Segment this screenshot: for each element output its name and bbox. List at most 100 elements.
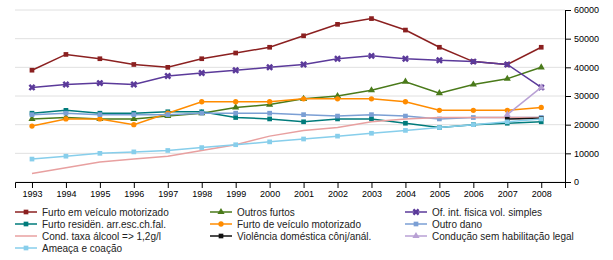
x-tick-label: 1999 [226,189,246,199]
x-tick-mark [236,182,237,188]
series [32,118,541,174]
series [504,83,545,116]
x-tick-mark [270,182,271,188]
legend-item: Furto residën. arr.esc.ch.fal. [15,219,166,230]
legend-label: Furto de veículo motorizado [237,219,361,230]
x-tick-label: 1994 [56,189,76,199]
marks [27,16,547,173]
x-tick: 2001 [294,182,314,199]
marker [233,142,238,147]
marker [335,134,340,139]
x-tick-mark [507,182,508,188]
marker [539,117,544,122]
marker [504,111,511,117]
y-tick-label: 30000 [574,91,599,101]
legend-marker [24,210,29,215]
marker [30,157,35,162]
grid [15,10,565,182]
x-tick: 2000 [260,182,280,199]
x-tick: 1998 [192,182,212,199]
legend-label: Of. int. fisica vol. simples [432,207,542,218]
y-tick: 0 [565,177,579,187]
marker [539,45,544,50]
marker [301,33,306,38]
y-tick: 40000 [565,63,599,73]
y-tick-label: 20000 [574,120,599,130]
legend-label: Furto em veículo motorizado [42,207,169,218]
marker [64,111,69,116]
x-tick: 2003 [362,182,382,199]
legend-marker [24,222,29,227]
legend-item: Furto em veículo motorizado [15,207,169,218]
marker [437,45,442,50]
marker [437,125,442,130]
legend-marker [412,232,419,238]
marker [332,54,342,64]
x-tick-label: 2004 [396,189,416,199]
x-tick: 1994 [56,182,76,199]
marker [131,150,136,155]
x-tick-label: 1998 [192,189,212,199]
y-tick-mark [565,182,571,183]
marker [98,56,103,61]
x-tick: 2006 [464,182,484,199]
marker [369,16,374,21]
y-tick-label: 40000 [574,63,599,73]
legend-label: Outros furtos [237,207,295,218]
legend-item: Outro dano [405,219,482,230]
marker [471,122,476,127]
y-tick: 60000 [565,5,599,15]
y-tick-mark [565,125,571,126]
marker [199,99,204,104]
x-tick: 2005 [430,182,450,199]
marker [437,125,442,130]
marker [301,112,306,117]
series [30,108,544,130]
x-tick-mark [202,182,203,188]
x-tick-label: 2002 [328,189,348,199]
marker [233,115,238,120]
y-tick: 50000 [565,34,599,44]
y-tick-mark [565,10,571,11]
x-tick-mark [439,182,440,188]
x-tick: 1993 [22,182,42,199]
legend-item: Cond. taxa álcool => 1,2g/l [15,231,161,242]
x-tick-label: 2006 [464,189,484,199]
legend-item: Ameaça e coação [15,243,122,254]
x-tick: 2002 [328,182,348,199]
legend-label: Ameaça e coação [42,243,122,254]
marker [505,119,510,124]
series-line [32,19,541,71]
x-tick-mark [371,182,372,188]
x-tick-mark [405,182,406,188]
grid-line [15,96,565,97]
marker [369,112,374,117]
x-tick: 1999 [226,182,246,199]
marker [63,116,68,121]
legend-marker [219,234,224,239]
marker [502,59,512,69]
marker [131,62,136,67]
marker [400,54,410,64]
marker [97,116,102,121]
x-tick-label: 1993 [22,189,42,199]
series [27,51,547,93]
x-tick-label: 2003 [362,189,382,199]
marker [267,140,272,145]
x-tick-label: 2001 [294,189,314,199]
marker [368,86,375,92]
x-tick-label: 2000 [260,189,280,199]
marker [301,119,306,124]
x-tick-mark [32,182,33,188]
x-tick: 1996 [124,182,144,199]
marker [403,99,408,104]
grid-line [15,10,565,11]
y-tick-mark [565,67,571,68]
x-tick: 1995 [90,182,110,199]
marker [267,117,272,122]
marker [434,55,444,65]
marker [538,83,545,89]
marker [437,108,442,113]
marker [403,114,408,119]
legend-item: Violência doméstica cônj/anál. [210,231,371,242]
